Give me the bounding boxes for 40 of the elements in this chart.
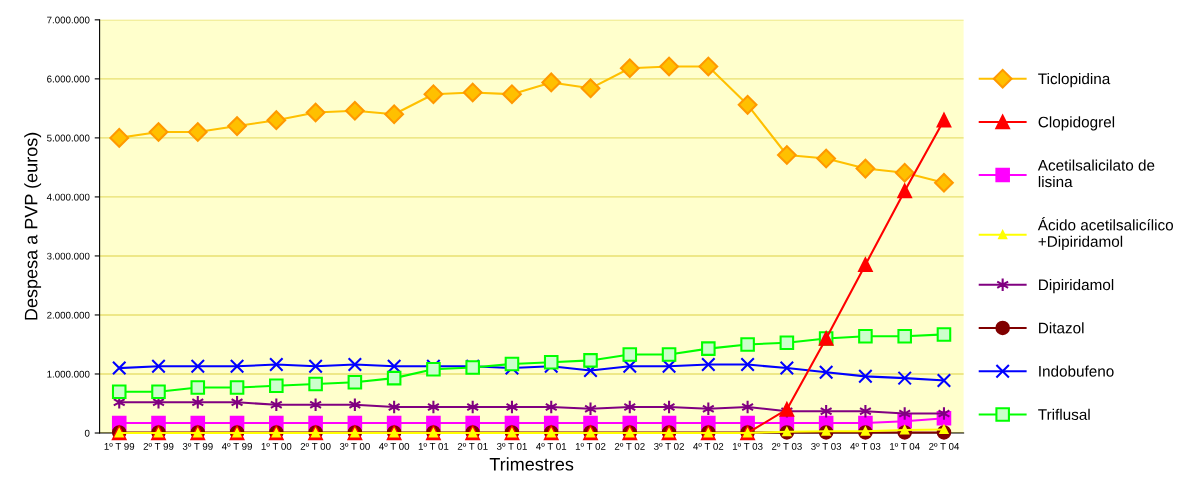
x-tick-label: 2º T 02: [614, 442, 645, 450]
x-tick-label: 3º T 99: [182, 442, 213, 450]
legend-label: Clopidogrel: [1038, 116, 1115, 131]
x-tick-label: 1º T 99: [104, 442, 135, 450]
x-tick-label: 2º T 04: [929, 442, 960, 450]
legend-label: Acetilsalicilato de lisina: [1037, 159, 1155, 188]
legend-label: Triflusal: [1038, 408, 1090, 420]
y-tick-label: 7.000.000: [47, 16, 90, 24]
x-tick-label: 4º T 99: [221, 442, 252, 450]
x-tick-label: 3º T 03: [811, 442, 842, 450]
x-tick-label: 2º T 99: [143, 442, 174, 450]
y-tick-label: 5.000.000: [47, 134, 90, 142]
x-tick-label: 3º T 00: [339, 442, 370, 450]
x-tick-label: 4º T 02: [693, 442, 724, 450]
x-tick-label: 2º T 03: [771, 442, 802, 450]
legend-label: Ácido acetilsalicílico +Dipiridamol: [1037, 217, 1174, 250]
y-tick-label: 1.000.000: [47, 370, 90, 378]
legend-label: Ticlopidina: [1038, 72, 1111, 88]
y-tick-label: 4.000.000: [46, 193, 90, 201]
x-tick-label: 3º T 02: [654, 442, 684, 450]
y-tick-label: 0: [84, 429, 90, 437]
y-tick-label: 3.000.000: [47, 252, 90, 260]
x-tick-label: 2º T 00: [300, 442, 331, 450]
x-axis-title: Trimestres: [489, 457, 574, 471]
x-tick-label: 1º T 04: [890, 442, 920, 450]
y-tick-label: 2.000.000: [47, 311, 90, 319]
legend-label: Dipiridamol: [1039, 278, 1114, 294]
x-tick-label: 1º T 03: [732, 442, 763, 450]
legend-label: Ditazol: [1039, 322, 1084, 334]
x-tick-label: 4º T 03: [850, 442, 881, 450]
x-tick-label: 2º T 01: [457, 442, 488, 450]
x-tick-label: 1º T 01: [418, 442, 449, 450]
y-axis-title: Despesa a PVP (euros): [24, 132, 42, 320]
x-tick-label: 1º T 02: [575, 442, 606, 450]
x-tick-label: 4º T 00: [378, 442, 410, 450]
x-tick-label: 3º T 01: [496, 442, 527, 450]
y-tick-label: 6.000.000: [47, 75, 90, 83]
x-tick-label: 4º T 01: [536, 442, 567, 450]
legend-label: Indobufeno: [1039, 365, 1114, 377]
x-tick-label: 1º T 00: [261, 442, 292, 450]
